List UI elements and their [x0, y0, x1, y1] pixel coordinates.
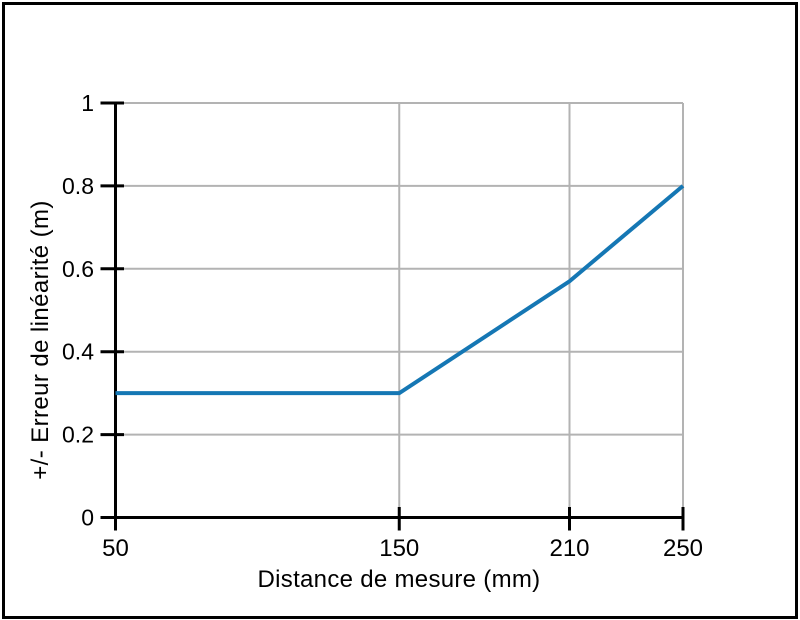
- y-tick-label-1: 1: [81, 90, 94, 116]
- axis-ticks: [100, 101, 685, 531]
- x-tick-labels: 50 150 210 250: [102, 535, 703, 562]
- x-tick-label-50: 50: [102, 535, 129, 562]
- gridlines-vertical: [398, 103, 684, 518]
- x-tick-label-210: 210: [549, 535, 589, 562]
- data-series-line: [115, 184, 685, 396]
- y-tick-labels: 0 0.2 0.4 0.6 0.8 1: [62, 90, 94, 531]
- y-tick-label-0.4: 0.4: [62, 339, 94, 365]
- y-tick-label-0.2: 0.2: [62, 422, 94, 448]
- y-axis-title: +/- Erreur de linéarité (m): [27, 200, 54, 480]
- y-tick-label-0.8: 0.8: [62, 173, 94, 199]
- y-tick-label-0: 0: [81, 505, 94, 531]
- y-tick-label-0.6: 0.6: [62, 256, 94, 282]
- x-axis-title: Distance de mesure (mm): [257, 566, 541, 593]
- series-line-erreur-de-linearite: [115, 184, 685, 396]
- x-tick-label-150: 150: [379, 535, 419, 562]
- x-tick-label-250: 250: [663, 535, 703, 562]
